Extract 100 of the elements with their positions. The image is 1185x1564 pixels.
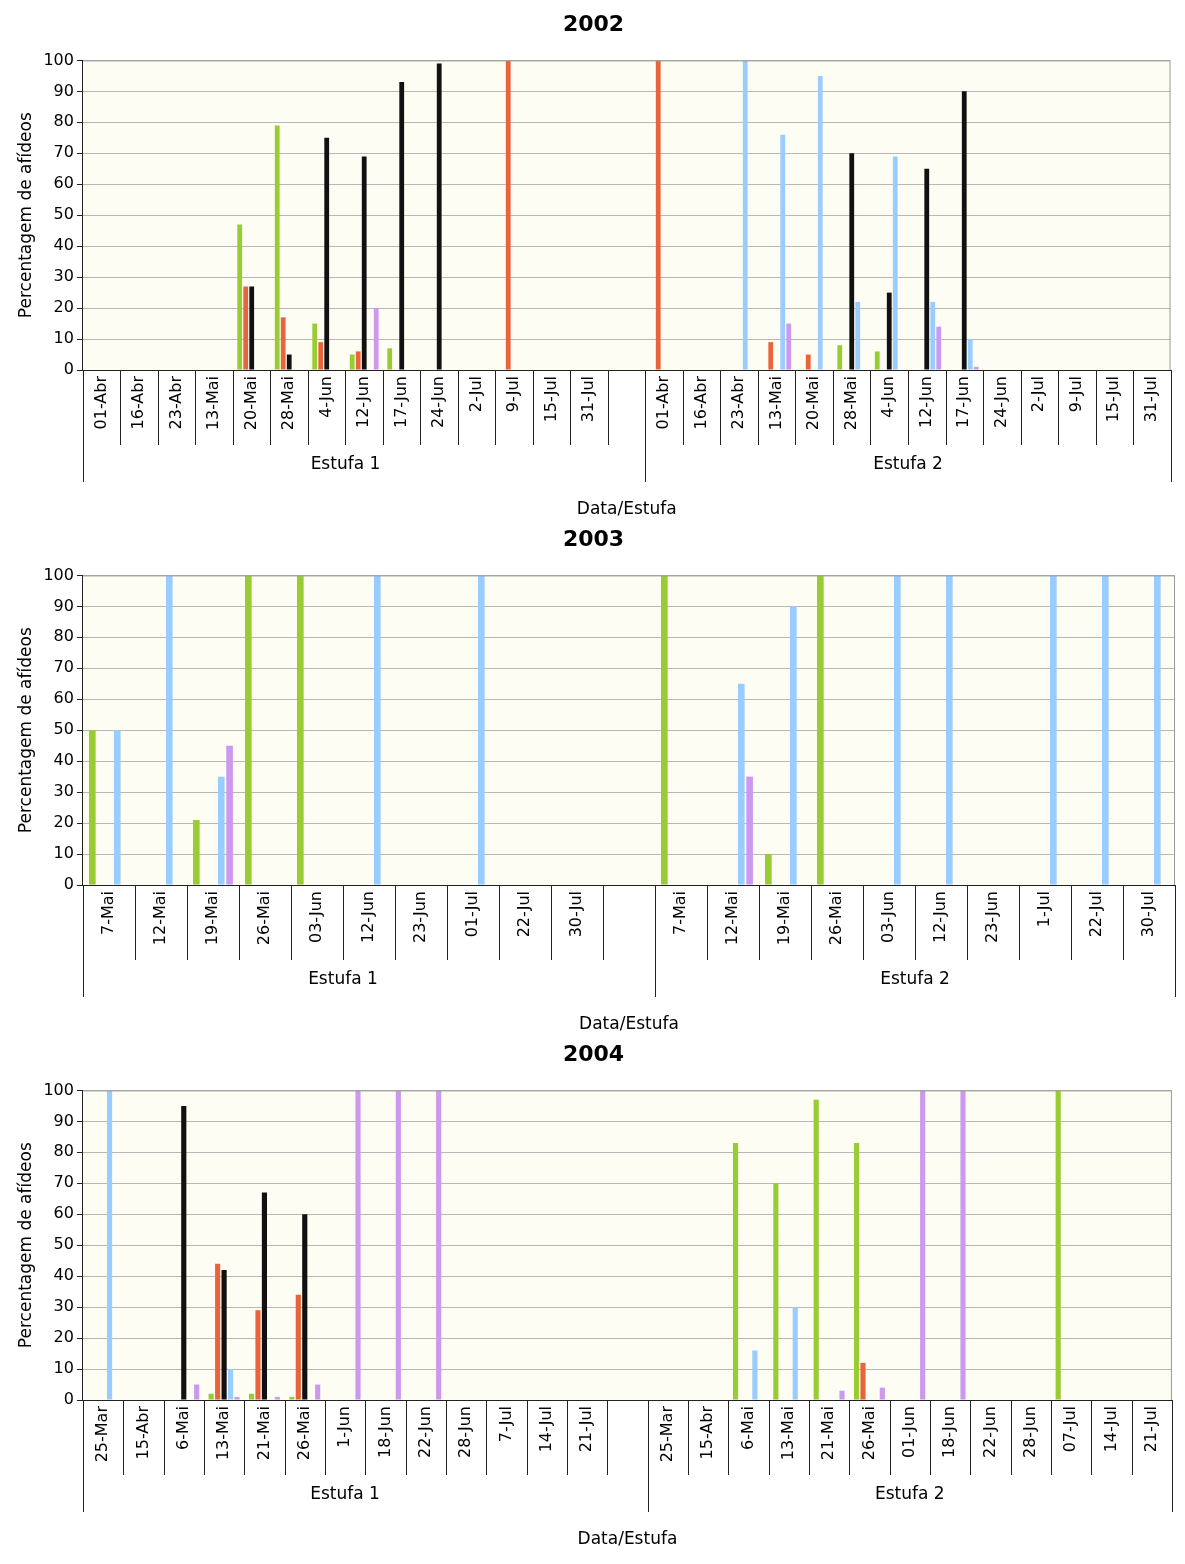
bar [286,354,292,370]
x-tick-label: 18-Jun [939,1406,959,1459]
x-tick-label: 25-Mar [656,1405,676,1463]
y-axis-title: Percentagem de afídeos [14,627,35,834]
bar [505,60,511,370]
bar [792,1307,798,1400]
bar [886,292,892,370]
y-tick-label: 20 [53,1327,74,1347]
x-tick-label: 15-Jul [1103,376,1123,423]
bar [399,82,405,370]
bar [106,1090,113,1400]
bar [967,339,973,370]
bar [249,286,255,370]
chart-title: 2002 [562,10,625,36]
bar [192,819,200,885]
bar [789,606,797,885]
x-tick-label: 6-Mai [737,1406,757,1451]
x-tick-label: 12-Jun [353,376,373,429]
x-tick-label: 14-Jul [535,1406,555,1453]
y-tick-label: 20 [53,297,74,317]
bar [217,776,225,885]
x-tick-label: 12-Jun [358,891,378,944]
x-tick-label: 22-Jul [1086,891,1106,938]
bar [244,575,252,885]
bar [361,156,367,370]
x-tick-label: 07-Jul [1060,1406,1080,1453]
bar [296,575,304,885]
bar [237,224,243,370]
y-tick-label: 50 [53,1234,74,1254]
y-tick-label: 30 [53,1296,74,1316]
bar [355,351,361,370]
x-tick-label: 13-Mai [203,376,223,431]
bar [477,575,485,885]
x-tick-label: 21-Mai [253,1406,273,1461]
bar [936,326,942,370]
bar [661,575,668,885]
bar [930,301,936,370]
x-tick-label: 28-Mai [278,376,298,431]
bar [208,1393,214,1400]
y-tick-label: 90 [53,80,74,100]
bar [1153,575,1161,885]
bar [849,153,855,370]
x-tick-label: 30-Jul [1138,891,1158,938]
bar [113,730,121,885]
bar [1049,575,1057,885]
y-tick-label: 30 [53,266,74,286]
bar [780,134,786,370]
x-tick-label: 19-Mai [202,891,222,946]
text: Estufa 2 [880,968,950,989]
bar [289,1396,295,1400]
y-tick-label: 60 [53,688,74,708]
bar [879,1387,885,1400]
x-tick-label: 13-Mai [765,376,785,431]
bar [837,345,843,370]
x-tick-label: 28-Jun [455,1406,475,1459]
bar [215,1263,221,1400]
x-tick-label: 12-Jun [915,376,935,429]
y-tick-label: 100 [43,1079,74,1099]
x-tick-label: 7-Mai [98,891,118,936]
bar [312,323,318,370]
bar [1055,1090,1061,1400]
x-tick-label: 22-Jun [979,1406,999,1459]
x-tick-label: 25-Mar [92,1405,112,1463]
y-tick-label: 10 [53,843,74,863]
text: Estufa 1 [308,968,378,989]
bar [817,575,824,885]
bar [855,301,861,370]
x-tick-label: 1-Jul [1034,891,1054,928]
x-tick-label: 31-Jul [578,376,598,423]
x-tick-label: 01-Jul [462,891,482,938]
bar [742,60,748,370]
x-tick-label: 22-Jul [514,891,534,938]
y-tick-label: 50 [53,204,74,224]
y-tick-label: 40 [53,235,74,255]
x-tick-label: 26-Mai [858,1406,878,1461]
x-tick-label: 21-Jul [1140,1406,1160,1453]
bar [295,1294,301,1400]
bar [817,75,823,370]
y-tick-label: 60 [53,1203,74,1223]
x-tick-label: 30-Jul [566,891,586,938]
bar [355,1090,361,1400]
bar [318,342,324,370]
y-tick-label: 70 [53,657,74,677]
y-axis-title: Percentagem de afídeos [14,112,35,319]
bar [261,1192,268,1400]
bar [181,1105,187,1400]
bar [88,730,96,885]
x-tick-label: 01-Abr [90,375,110,430]
x-tick-label: 26-Mai [293,1406,313,1461]
x-tick-label: 7-Mai [670,891,690,936]
x-tick-label: 20-Mai [240,376,260,431]
bar [924,168,930,370]
bar [893,575,901,885]
bar [768,342,774,370]
x-axis-title: Data/Estufa [576,498,677,519]
x-tick-label: 24-Jun [428,376,448,429]
bar [732,1143,739,1400]
bar [960,1090,966,1400]
x-tick-label: 28-Jun [1019,1406,1039,1459]
bar [280,317,286,370]
